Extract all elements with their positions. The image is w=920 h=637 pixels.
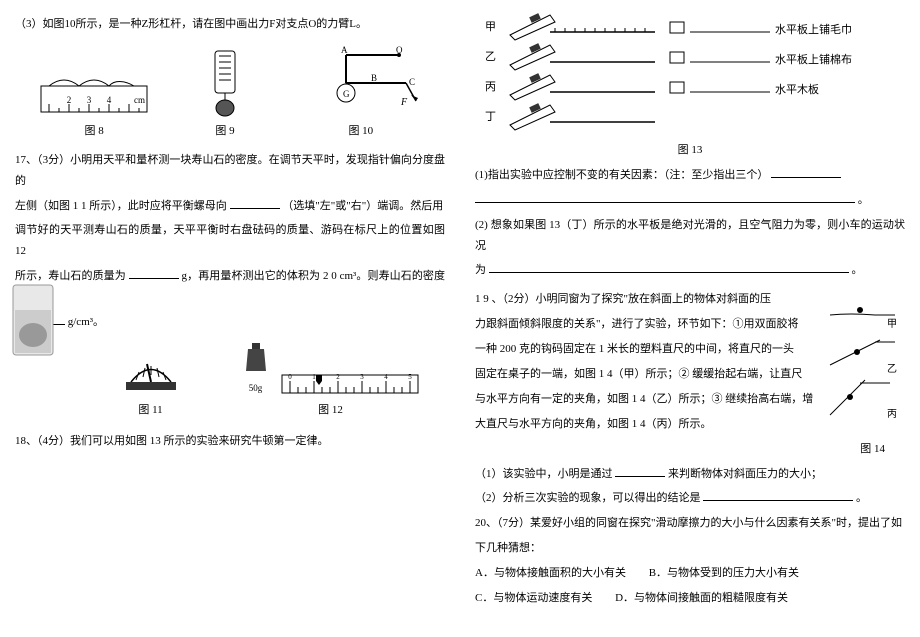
blank-r1b	[475, 191, 855, 203]
svg-text:G: G	[343, 89, 350, 99]
q19-2a: （2）分析三次实验的现象，可以得出的结论是	[475, 492, 701, 504]
svg-text:乙: 乙	[887, 363, 897, 375]
q17c: （选填"左"或"右"）端调。然后用	[282, 200, 443, 212]
r1b-line: 。	[475, 190, 905, 211]
svg-text:5: 5	[408, 373, 412, 381]
svg-text:甲: 甲	[887, 319, 897, 330]
fig14-label: 图 14	[475, 439, 905, 460]
q3-text: （3）如图10所示，是一种Z形杠杆，请在图中画出力F对支点O的力臂L。	[15, 14, 445, 35]
fig9-spring	[197, 48, 252, 118]
svg-text:3: 3	[87, 95, 92, 105]
weight-label: 50g	[242, 380, 270, 397]
q19-1a: （1）该实验中，小明是通过	[475, 468, 613, 480]
fig9-label: 图 9	[197, 121, 252, 142]
fig12-label: 图 12	[242, 400, 420, 421]
fig12-box: 50g 0 1	[242, 341, 420, 421]
q17-line3: 调节好的天平测寿山石的质量，天平平衡时右盘砝码的质量、游码在标尺上的位置如图 1…	[15, 220, 445, 262]
blank-r2	[489, 261, 849, 273]
svg-text:1: 1	[312, 373, 316, 381]
q19-2: （2）分析三次实验的现象，可以得出的结论是 。	[475, 488, 905, 509]
optD: D．与物体间接触面的粗糙限度有关	[615, 588, 788, 609]
q19c: 一种 200 克的钩码固定在 1 米长的塑料直尺的中间，将直尺的一头	[475, 339, 817, 360]
blank-q19-1	[615, 465, 665, 477]
fig10-lever: A O B C G F	[301, 43, 421, 118]
r1a: (1)指出实验中应控制不变的有关因素：（注：至少指出三个）	[475, 169, 768, 181]
fig11-balance	[111, 342, 191, 397]
svg-text:0: 0	[288, 373, 292, 381]
fig13-diagram: 甲 水平板上铺毛巾 乙 水平板上铺棉布	[475, 10, 905, 161]
blank-q19-2	[703, 489, 853, 501]
r2b: 为	[475, 264, 486, 276]
q17-line5: g/cm³。	[15, 312, 445, 333]
svg-text:4: 4	[107, 95, 112, 105]
svg-text:丙: 丙	[485, 81, 496, 93]
weight-icon	[242, 341, 270, 373]
q17-line1: 17、（3分）小明用天平和量杯测一块寿山石的密度。在调节天平时，发现指针偏向分度…	[15, 150, 445, 192]
opts-ab: A．与物体接触面积的大小有关 B．与物体受到的压力大小有关	[475, 563, 905, 584]
r2a-text: (2) 想象如果图 13（丁）所示的水平板是绝对光滑的，且空气阻力为零，则小车的…	[475, 215, 905, 257]
q19-1b: 来判断物体对斜面压力的大小；	[668, 468, 822, 480]
svg-text:水平木板: 水平木板	[775, 82, 819, 96]
fig10-box: A O B C G F 图 10	[301, 43, 421, 142]
fig9-box: 图 9	[197, 48, 252, 142]
q17-line2: 左侧（如图 1 1 所示），此时应将平衡螺母向 （选填"左"或"右"）端调。然后…	[15, 196, 445, 217]
q19d: 固定在桌子的一端，如图 1 4（甲）所示；② 缓缓抬起右端，让直尺	[475, 364, 817, 385]
svg-text:B: B	[371, 73, 377, 83]
svg-text:F: F	[400, 97, 408, 108]
svg-text:水平板上铺棉布: 水平板上铺棉布	[775, 52, 852, 66]
svg-text:丙: 丙	[887, 409, 897, 420]
svg-text:C: C	[409, 77, 415, 87]
fig11-box: 图 11	[111, 342, 191, 421]
q17g: g/cm³。	[68, 316, 104, 328]
q19e: 与水平方向有一定的夹角，如图 1 4（乙）所示；③ 继续抬高右端，增	[475, 389, 817, 410]
optA: A．与物体接触面积的大小有关	[475, 563, 626, 584]
blank-r1	[771, 166, 841, 178]
optB: B．与物体受到的压力大小有关	[649, 563, 799, 584]
fig8-ruler: 2 3 4 cm	[39, 73, 149, 118]
fig8-box: 2 3 4 cm 图 8	[39, 73, 149, 142]
cup-photo	[5, 280, 60, 360]
r1b-dot: 。	[858, 194, 869, 206]
q19f: 大直尺与水平方向的夹角，如图 1 4（丙）所示。	[475, 414, 817, 435]
fig13-label: 图 13	[475, 140, 905, 161]
blank-lr	[230, 197, 280, 209]
q19b: 力跟斜面倾斜限度的关系"，进行了实验，环节如下：①用双面胶将	[475, 314, 817, 335]
q17b: 左侧（如图 1 1 所示），此时应将平衡螺母向	[15, 200, 227, 212]
fig-row-8-9-10: 2 3 4 cm 图 8 图 9	[15, 43, 445, 142]
opts-cd: C．与物体运动速度有关 D．与物体间接触面的粗糙限度有关	[475, 588, 905, 609]
q18-text: 18、（4分）我们可以用如图 13 所示的实验来研究牛顿第一定律。	[15, 431, 445, 452]
svg-text:丁: 丁	[485, 111, 496, 123]
svg-text:3: 3	[360, 373, 364, 381]
svg-text:A: A	[341, 45, 348, 55]
optC: C．与物体运动速度有关	[475, 588, 592, 609]
svg-text:4: 4	[384, 373, 388, 381]
svg-text:2: 2	[336, 373, 340, 381]
q17-line4: 所示，寿山石的质量为 g，再用量杯测出它的体积为 2 0 cm³。则寿山石的密度…	[15, 266, 445, 308]
fig11-label: 图 11	[111, 400, 191, 421]
r1-text: (1)指出实验中应控制不变的有关因素：（注：至少指出三个）	[475, 165, 905, 186]
svg-text:乙: 乙	[485, 50, 496, 63]
svg-text:2: 2	[67, 95, 72, 105]
q20b: 下几种猜想：	[475, 538, 905, 559]
blank-mass	[129, 267, 179, 279]
q19-1: （1）该实验中，小明是通过 来判断物体对斜面压力的大小；	[475, 464, 905, 485]
q19a: 1 9 、（2分）小明同窗为了探究"放在斜面上的物体对斜面的压	[475, 289, 817, 310]
svg-text:甲: 甲	[485, 21, 496, 33]
fig10-label: 图 10	[301, 121, 421, 142]
r2-line2: 为 。	[475, 260, 905, 281]
q20a: 20、（7分）某爱好小组的同窗在探究"滑动摩擦力的大小与什么因素有关系"时，提出…	[475, 513, 905, 534]
r2c: 。	[852, 264, 863, 276]
fig12-ruler: 0 1 2 3 4 5	[280, 367, 420, 397]
fig-row-11-12: 图 11 50g	[85, 341, 445, 421]
fig8-label: 图 8	[39, 121, 149, 142]
q19-2b: 。	[856, 492, 867, 504]
svg-text:cm: cm	[134, 95, 145, 105]
svg-text:水平板上铺毛巾: 水平板上铺毛巾	[775, 22, 852, 36]
fig14-diagram: 甲 乙 丙	[825, 285, 905, 438]
